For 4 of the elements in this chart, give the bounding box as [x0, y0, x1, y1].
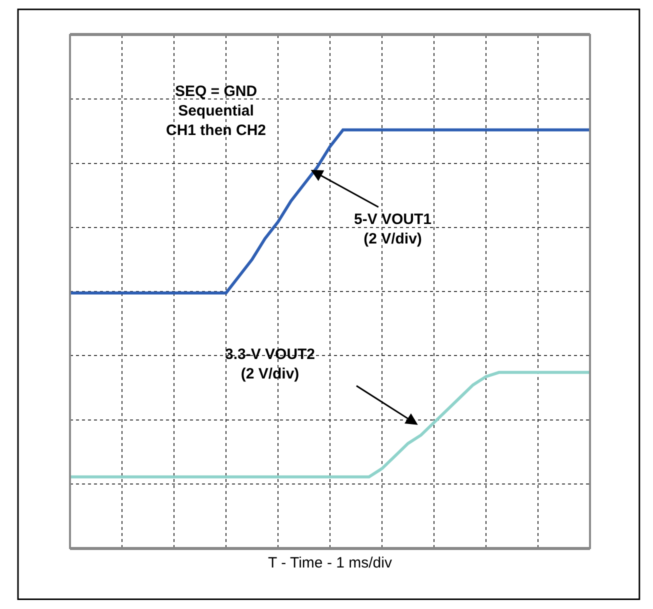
x-axis-title: T - Time - 1 ms/div: [268, 554, 392, 572]
annotation: SEQ = GND Sequential CH1 then CH2: [166, 83, 266, 139]
annotation: 5-V VOUT1 (2 V/div): [354, 211, 432, 248]
annotation: 3.3-V VOUT2 (2 V/div): [225, 346, 316, 382]
